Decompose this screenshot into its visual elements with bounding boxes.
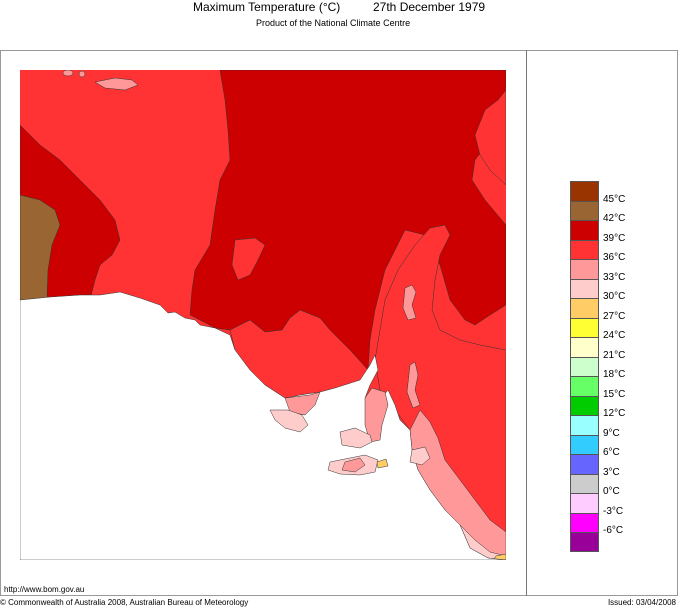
legend-label: -3°C <box>603 506 624 517</box>
source-url-link[interactable]: http://www.bom.gov.au <box>4 585 85 594</box>
legend-label: 15°C <box>603 389 626 400</box>
frame-divider <box>526 50 527 596</box>
copyright-notice: © Commonwealth of Australia 2008, Austra… <box>0 598 249 607</box>
map-patch-33-36-peninsula <box>402 284 417 321</box>
legend-label: 3°C <box>603 467 620 478</box>
legend-label: 12°C <box>603 408 626 419</box>
legend-swatch <box>570 454 599 474</box>
title-variable: Maximum Temperature (°C) <box>193 0 341 14</box>
map-patch-33-36-north <box>94 77 139 91</box>
title-date: 27th December 1979 <box>373 0 486 14</box>
legend-label: 39°C <box>603 233 626 244</box>
legend-swatch <box>570 395 599 415</box>
legend-label: 6°C <box>603 447 620 458</box>
map-region-33-36-yorke <box>364 387 389 443</box>
legend-label: 21°C <box>603 350 626 361</box>
temperature-map <box>20 70 506 560</box>
legend-swatch <box>570 181 599 201</box>
map-region-30-33-eyre-tip <box>269 409 309 433</box>
map-region-30-33-yorke-tip <box>339 427 373 449</box>
legend-swatch <box>570 220 599 240</box>
legend-label: 36°C <box>603 252 626 263</box>
map-patch-small-1 <box>62 70 74 77</box>
legend-swatch <box>570 434 599 454</box>
legend-label: 45°C <box>603 194 626 205</box>
legend-swatch <box>570 493 599 513</box>
map-patch-27-30-kangaroo <box>376 458 389 469</box>
legend-label: 18°C <box>603 369 626 380</box>
issued-date: Issued: 03/04/2008 <box>607 598 676 607</box>
legend-swatch <box>570 376 599 396</box>
legend-swatch <box>570 415 599 435</box>
legend-swatch <box>570 356 599 376</box>
map-frame <box>0 50 678 596</box>
map-region-36-39-inner <box>231 237 266 281</box>
map-region-36-39-northeast <box>474 89 506 186</box>
legend-label: 0°C <box>603 486 620 497</box>
map-region-30-33-fleurieu <box>409 446 431 466</box>
legend-label: 42°C <box>603 213 626 224</box>
legend-swatch <box>570 532 599 552</box>
legend-swatch <box>570 317 599 337</box>
legend-label: 33°C <box>603 272 626 283</box>
map-region-33-36-kangaroo <box>341 457 366 473</box>
map-ocean <box>20 291 506 560</box>
temperature-legend <box>570 181 600 552</box>
legend-label: 30°C <box>603 291 626 302</box>
legend-swatch <box>570 278 599 298</box>
legend-label: 24°C <box>603 330 626 341</box>
legend-swatch <box>570 512 599 532</box>
legend-label: 27°C <box>603 311 626 322</box>
legend-swatch <box>570 239 599 259</box>
legend-label: -6°C <box>603 525 624 536</box>
map-patch-small-2 <box>78 70 86 78</box>
legend-swatch <box>570 200 599 220</box>
legend-swatch <box>570 337 599 357</box>
legend-swatch <box>570 473 599 493</box>
legend-swatch <box>570 259 599 279</box>
map-patch-27-30-south <box>493 553 506 560</box>
legend-label: 9°C <box>603 428 620 439</box>
map-subtitle: Product of the National Climate Centre <box>256 18 411 28</box>
map-title: Maximum Temperature (°C) 27th December 1… <box>0 0 680 20</box>
map-patch-33-36-peninsula-2 <box>406 361 421 409</box>
legend-swatch <box>570 298 599 318</box>
